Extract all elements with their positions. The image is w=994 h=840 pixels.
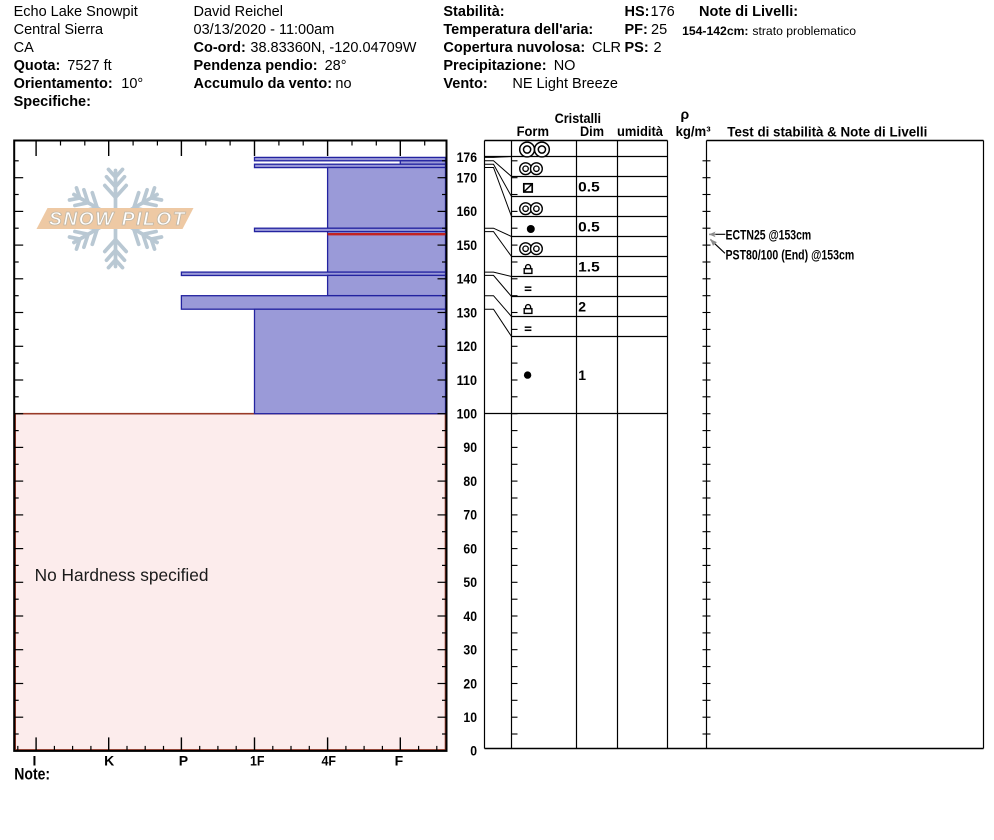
svg-text:umidità: umidità (617, 124, 663, 139)
svg-text:Cristalli: Cristalli (555, 111, 602, 126)
svg-text:F: F (395, 753, 404, 769)
svg-text:30: 30 (463, 642, 477, 658)
svg-text:Form: Form (517, 124, 549, 139)
svg-text:K: K (104, 753, 114, 769)
svg-text:90: 90 (463, 439, 477, 455)
svg-text:I: I (33, 753, 37, 769)
svg-text:1: 1 (578, 367, 586, 383)
svg-text:176: 176 (457, 149, 478, 165)
svg-text:40: 40 (463, 608, 477, 624)
svg-text:50: 50 (463, 574, 477, 590)
svg-text:ECTN25 @153cm: ECTN25 @153cm (726, 226, 812, 242)
svg-text:100: 100 (457, 406, 478, 422)
svg-text:130: 130 (457, 304, 478, 320)
svg-text:SNOW PILOT: SNOW PILOT (49, 208, 186, 229)
svg-text:No Hardness specified: No Hardness specified (35, 565, 209, 585)
svg-text:150: 150 (457, 237, 478, 253)
svg-text:0.5: 0.5 (578, 178, 600, 194)
svg-text:Dim: Dim (580, 124, 604, 139)
svg-text:Note:: Note: (14, 766, 50, 784)
svg-text:80: 80 (463, 473, 477, 489)
svg-text:ρ: ρ (680, 106, 689, 122)
svg-text:60: 60 (463, 540, 477, 556)
svg-text:20: 20 (463, 675, 477, 691)
svg-text:10: 10 (463, 709, 477, 725)
svg-text:4F: 4F (321, 753, 336, 769)
svg-text:170: 170 (457, 170, 478, 186)
svg-text:P: P (179, 753, 188, 769)
svg-text:110: 110 (457, 372, 478, 388)
svg-text:140: 140 (457, 271, 478, 287)
svg-text:160: 160 (457, 203, 478, 219)
svg-text:kg/m³: kg/m³ (676, 124, 711, 139)
svg-text:1F: 1F (250, 753, 265, 769)
svg-text:70: 70 (463, 507, 477, 523)
svg-text:120: 120 (457, 338, 478, 354)
svg-text:1.5: 1.5 (578, 258, 600, 274)
svg-text:0: 0 (470, 743, 477, 759)
svg-text:2: 2 (578, 298, 586, 314)
svg-text:PST80/100 (End) @153cm: PST80/100 (End) @153cm (726, 246, 855, 262)
svg-text:Test di stabilità & Note di Li: Test di stabilità & Note di Livelli (727, 123, 927, 139)
svg-text:0.5: 0.5 (578, 218, 600, 234)
